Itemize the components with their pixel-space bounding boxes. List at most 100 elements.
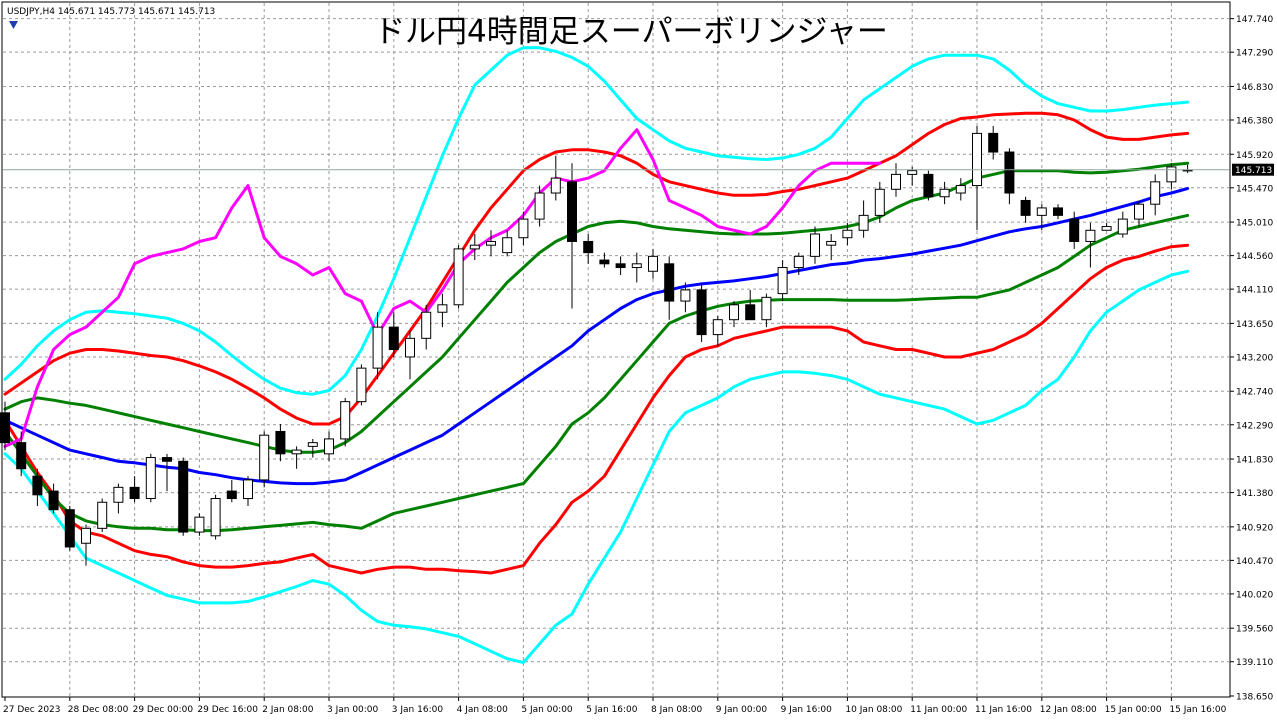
candle[interactable] (421, 304, 432, 350)
candle[interactable] (891, 163, 901, 197)
candle[interactable] (162, 453, 172, 492)
candle[interactable] (955, 178, 966, 201)
candle[interactable] (712, 315, 723, 346)
candle[interactable] (745, 289, 756, 321)
candle[interactable] (826, 234, 837, 261)
candle-body-up (356, 367, 367, 403)
candle[interactable] (1020, 196, 1031, 223)
candle-body-down (923, 173, 934, 198)
candle[interactable] (518, 211, 529, 246)
candle[interactable] (307, 438, 318, 458)
candle[interactable] (1036, 204, 1047, 231)
candle[interactable] (631, 252, 642, 283)
candle[interactable] (32, 468, 43, 506)
candle[interactable] (210, 494, 221, 540)
candle[interactable] (1150, 174, 1161, 216)
candle-body-up (486, 240, 496, 246)
candle[interactable] (291, 446, 302, 469)
candle[interactable] (1166, 163, 1177, 190)
candle-body-down (1020, 199, 1031, 216)
candle[interactable] (275, 424, 286, 462)
candle[interactable] (81, 524, 91, 566)
candle[interactable] (324, 431, 334, 462)
candle[interactable] (405, 330, 415, 380)
candle-body-up (712, 319, 723, 336)
candle[interactable] (810, 226, 820, 264)
candle[interactable] (129, 476, 140, 503)
candle-body-down (745, 304, 756, 321)
candle-body-up (324, 438, 334, 455)
candle[interactable] (583, 234, 594, 264)
candle[interactable] (648, 248, 658, 279)
x-tick-label: 8 Jan 08:00 (651, 705, 703, 715)
candle-body-down (32, 475, 43, 496)
candle[interactable] (777, 260, 788, 302)
candle[interactable] (113, 483, 124, 514)
candle-body-up (1101, 226, 1112, 231)
candle-body-up (761, 296, 772, 321)
candle[interactable] (259, 431, 270, 488)
candle-body-down (178, 460, 189, 533)
candle[interactable] (372, 312, 383, 380)
band-line-7 (3, 128, 882, 448)
candle[interactable] (145, 453, 156, 503)
candle[interactable] (534, 185, 545, 227)
candle[interactable] (0, 401, 10, 451)
candle[interactable] (923, 170, 934, 201)
y-tick-label: 144.560 (1236, 252, 1273, 262)
candle[interactable] (388, 312, 399, 357)
y-tick-label: 140.020 (1236, 590, 1273, 600)
candle[interactable] (356, 364, 367, 406)
candle[interactable] (243, 476, 253, 506)
candle[interactable] (16, 431, 27, 477)
candle[interactable] (680, 282, 691, 313)
candle[interactable] (1004, 148, 1015, 205)
candle[interactable] (97, 498, 108, 533)
candle[interactable] (664, 256, 675, 320)
candle[interactable] (988, 125, 999, 160)
candle[interactable] (469, 234, 480, 261)
candle[interactable] (48, 483, 59, 514)
candle[interactable] (939, 181, 950, 205)
candle-body-down (1053, 207, 1063, 216)
candle[interactable] (1085, 222, 1096, 268)
candle-body-up (307, 442, 318, 447)
candle[interactable] (1134, 200, 1144, 227)
candle[interactable] (194, 513, 205, 536)
candle[interactable] (972, 125, 982, 231)
candle[interactable] (761, 293, 772, 328)
candle[interactable] (696, 282, 707, 343)
candle-body-up (340, 401, 351, 440)
candle[interactable] (842, 222, 853, 246)
candle[interactable] (64, 505, 75, 551)
candle[interactable] (858, 200, 869, 238)
candle[interactable] (793, 252, 804, 275)
candle[interactable] (178, 457, 189, 536)
plot-frame (1, 1, 1231, 698)
sell-arrow-icon (9, 21, 18, 29)
candle[interactable] (437, 293, 448, 328)
candle[interactable] (550, 155, 561, 201)
candle-body-up (210, 498, 221, 537)
candle[interactable] (615, 256, 626, 275)
candle[interactable] (226, 479, 237, 503)
candle[interactable] (1117, 211, 1128, 238)
candle[interactable] (874, 181, 885, 223)
candle[interactable] (1053, 204, 1063, 220)
candle[interactable] (1101, 222, 1112, 231)
candle[interactable] (729, 301, 739, 328)
candle[interactable] (502, 230, 513, 257)
candle[interactable] (453, 245, 464, 309)
x-tick-label: 3 Jan 00:00 (327, 705, 379, 715)
x-tick-label: 15 Jan 16:00 (1169, 705, 1226, 715)
candle[interactable] (599, 252, 610, 268)
candle-body-up (891, 173, 901, 190)
candle[interactable] (567, 163, 577, 309)
candles[interactable] (0, 125, 1193, 566)
candle[interactable] (1069, 211, 1080, 249)
candle-body-up (372, 326, 383, 369)
candle[interactable] (486, 230, 496, 257)
candle[interactable] (340, 397, 351, 447)
candle-body-up (550, 177, 561, 194)
